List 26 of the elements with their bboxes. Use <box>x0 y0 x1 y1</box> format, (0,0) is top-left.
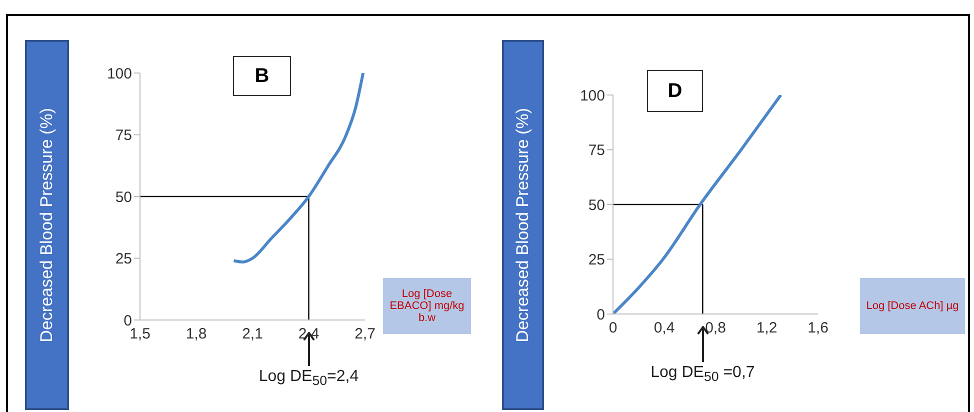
x-tick-label: 1,2 <box>756 320 778 337</box>
text: Log DE$_{50}$=2,4 <box>258 368 360 388</box>
y-tick-label: 25 <box>588 252 605 269</box>
x-tick-label: 0 <box>608 320 618 337</box>
x-tick-label: 2,7 <box>354 326 376 343</box>
x-tick-label: 0,4 <box>654 320 675 337</box>
x-tick-label: 1,8 <box>186 326 207 343</box>
chart-title: D <box>647 70 703 112</box>
x-tick-label: 0,8 <box>705 320 726 337</box>
x-tick-label: 2,1 <box>242 326 263 343</box>
y-tick-label: 75 <box>588 142 605 160</box>
x-axis-title: Log [Dose EBACO] mg/kg b.w <box>388 288 466 324</box>
x-tick-label: 1,5 <box>130 326 150 343</box>
y-tick-label: 25 <box>115 250 132 268</box>
y-axis-title: Decreased Blood Pressure (%) <box>513 108 533 342</box>
y-axis-title: Decreased Blood Pressure (%) <box>37 108 57 342</box>
y-tick-label: 100 <box>580 87 605 104</box>
chart-title: B <box>233 56 291 96</box>
y-tick-label: 75 <box>115 127 132 144</box>
text: Log DE$_{50}$ =0,7 <box>650 364 756 384</box>
x-tick-label: 1,6 <box>808 320 828 337</box>
x-axis-title: Log [Dose ACh] µg <box>866 300 959 312</box>
y-tick-label: 50 <box>115 188 132 206</box>
y-tick-label: 0 <box>596 306 605 324</box>
y-tick-label: 50 <box>588 196 605 214</box>
y-tick-label: 100 <box>106 65 132 82</box>
